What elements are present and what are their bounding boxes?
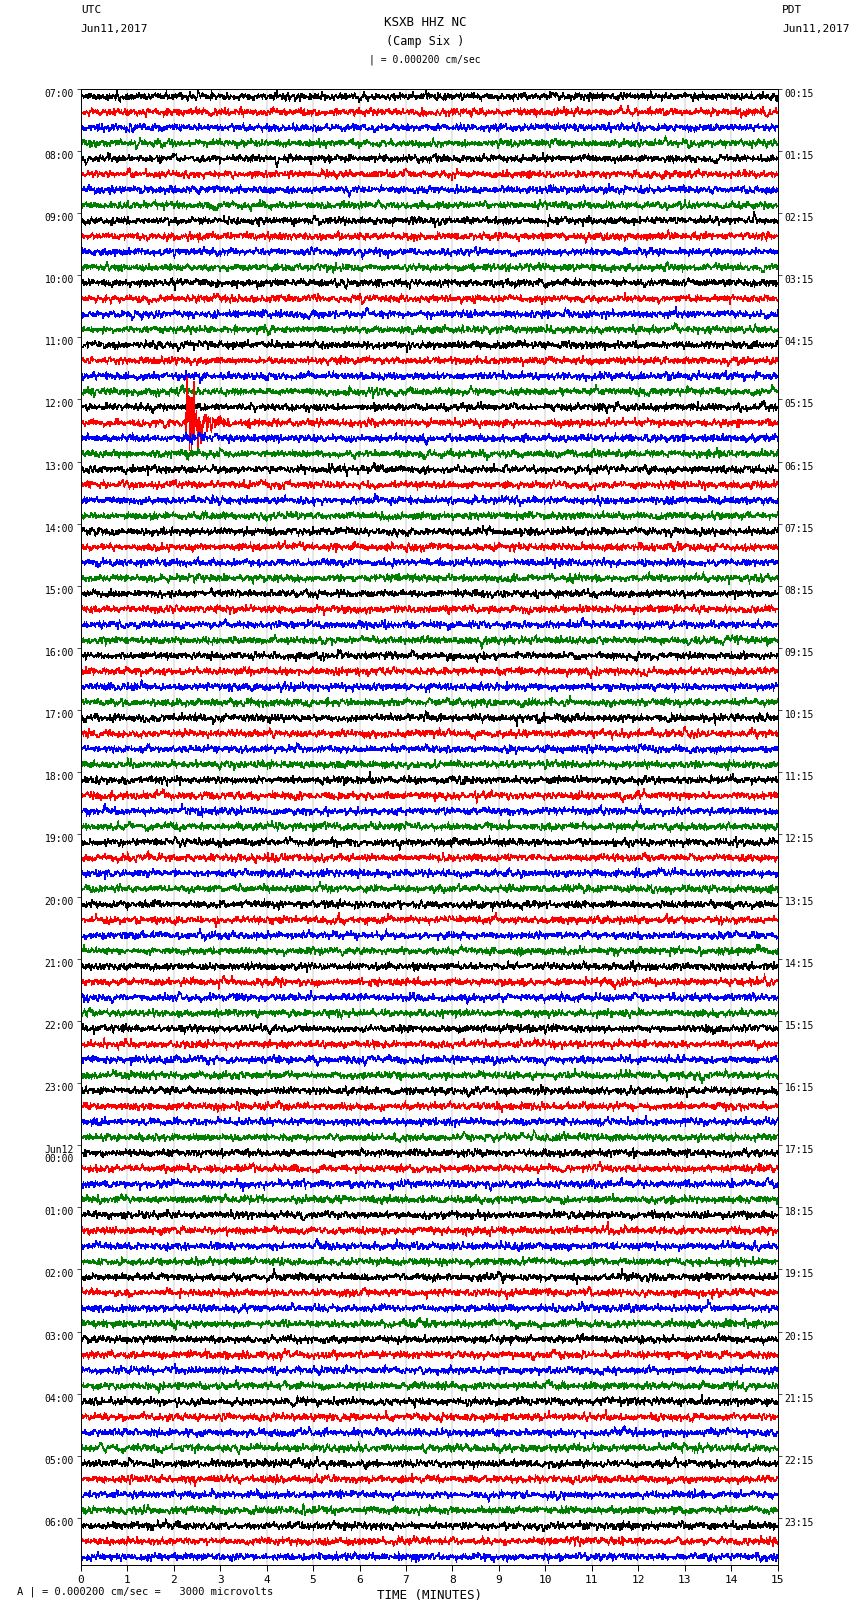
Text: KSXB HHZ NC: KSXB HHZ NC	[383, 16, 467, 29]
Text: UTC: UTC	[81, 5, 101, 15]
Text: A | = 0.000200 cm/sec =   3000 microvolts: A | = 0.000200 cm/sec = 3000 microvolts	[17, 1586, 273, 1597]
Text: | = 0.000200 cm/sec: | = 0.000200 cm/sec	[369, 55, 481, 66]
Text: Jun11,2017: Jun11,2017	[81, 24, 148, 34]
X-axis label: TIME (MINUTES): TIME (MINUTES)	[377, 1589, 482, 1602]
Text: PDT: PDT	[782, 5, 802, 15]
Text: Jun11,2017: Jun11,2017	[782, 24, 849, 34]
Text: (Camp Six ): (Camp Six )	[386, 35, 464, 48]
